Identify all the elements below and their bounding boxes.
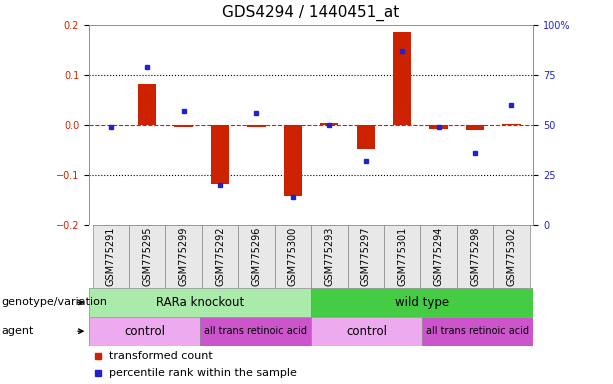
Text: GDS4294 / 1440451_at: GDS4294 / 1440451_at <box>223 5 400 21</box>
Bar <box>175 125 192 127</box>
Bar <box>348 225 384 288</box>
Text: GSM775291: GSM775291 <box>105 227 116 286</box>
Bar <box>200 317 311 346</box>
Bar <box>430 125 447 129</box>
Text: agent: agent <box>1 326 34 336</box>
Bar <box>502 124 520 125</box>
Bar <box>421 225 457 288</box>
Text: GSM775300: GSM775300 <box>288 227 298 286</box>
Bar <box>89 288 311 317</box>
Text: GSM775293: GSM775293 <box>324 227 334 286</box>
Bar <box>357 125 375 149</box>
Text: GSM775294: GSM775294 <box>433 227 444 286</box>
Text: genotype/variation: genotype/variation <box>1 297 107 308</box>
Bar <box>275 225 311 288</box>
Bar <box>384 225 421 288</box>
Bar <box>129 225 166 288</box>
Bar <box>138 84 156 125</box>
Text: percentile rank within the sample: percentile rank within the sample <box>109 368 297 378</box>
Text: RARa knockout: RARa knockout <box>156 296 244 309</box>
Bar <box>311 317 422 346</box>
Bar <box>457 225 493 288</box>
Bar <box>238 225 275 288</box>
Text: GSM775297: GSM775297 <box>360 227 371 286</box>
Text: GSM775296: GSM775296 <box>251 227 262 286</box>
Text: GSM775301: GSM775301 <box>397 227 407 286</box>
Bar <box>284 125 302 196</box>
Bar <box>93 225 129 288</box>
Bar <box>166 225 202 288</box>
Text: GSM775299: GSM775299 <box>178 227 189 286</box>
Text: GSM775298: GSM775298 <box>470 227 480 286</box>
Bar <box>466 125 484 130</box>
Bar <box>211 125 229 184</box>
Text: transformed count: transformed count <box>109 351 213 361</box>
Bar <box>422 317 533 346</box>
Bar <box>89 225 93 288</box>
Text: control: control <box>346 325 387 338</box>
Bar <box>202 225 238 288</box>
Text: GSM775302: GSM775302 <box>506 227 517 286</box>
Text: all trans retinoic acid: all trans retinoic acid <box>204 326 307 336</box>
Text: GSM775292: GSM775292 <box>215 227 225 286</box>
Bar <box>89 317 200 346</box>
Bar <box>320 123 338 125</box>
Bar <box>248 125 265 127</box>
Text: all trans retinoic acid: all trans retinoic acid <box>426 326 529 336</box>
Bar <box>393 33 411 125</box>
Text: control: control <box>124 325 165 338</box>
Bar <box>311 225 348 288</box>
Bar <box>311 288 533 317</box>
Bar <box>493 225 530 288</box>
Text: wild type: wild type <box>395 296 449 309</box>
Text: GSM775295: GSM775295 <box>142 227 152 286</box>
